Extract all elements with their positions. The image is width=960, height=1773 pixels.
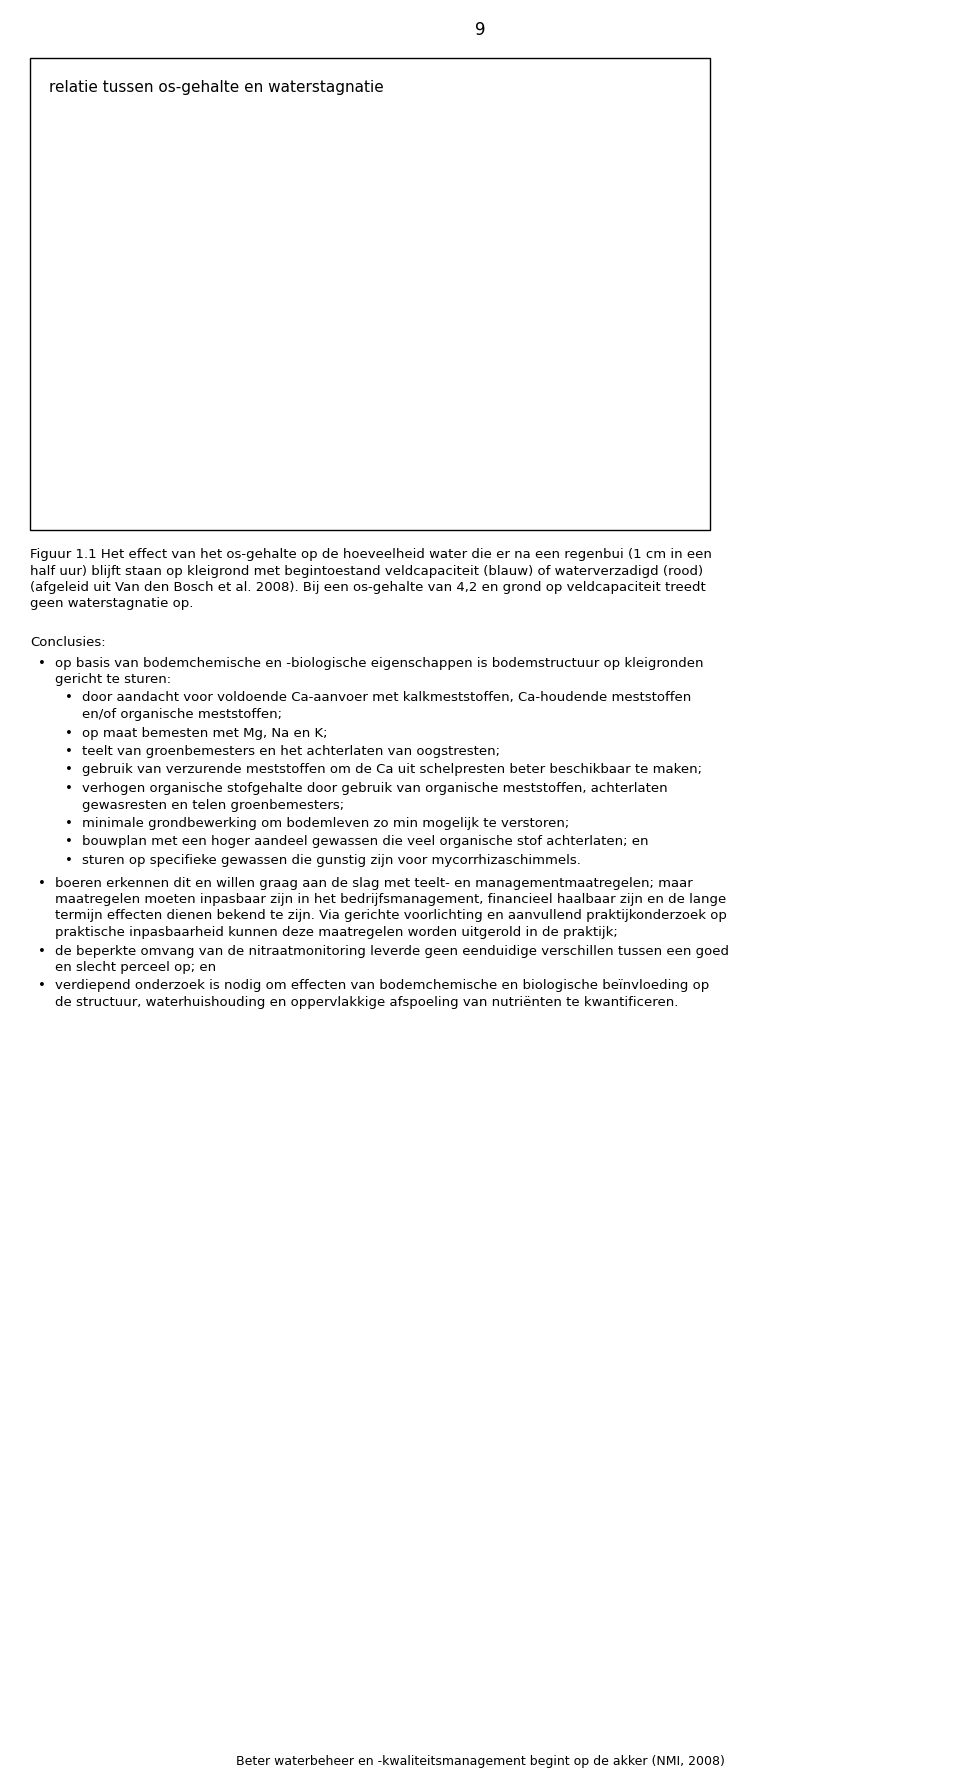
Bar (118, 289, 190, 489)
Text: •: • (65, 764, 73, 777)
Text: en/of organische meststoffen;: en/of organische meststoffen; (82, 707, 282, 722)
Text: en slecht perceel op; en: en slecht perceel op; en (55, 961, 216, 973)
Bar (190, 202, 261, 489)
Text: maatregelen moeten inpasbaar zijn in het bedrijfsmanagement, financieel haalbaar: maatregelen moeten inpasbaar zijn in het… (55, 894, 727, 906)
Text: •: • (65, 782, 73, 794)
Text: op basis van bodemchemische en -biologische eigenschappen is bodemstructuur op k: op basis van bodemchemische en -biologis… (55, 656, 704, 670)
Text: •: • (38, 945, 46, 957)
Text: Figuur 1.1 Het effect van het os-gehalte op de hoeveelheid water die er na een r: Figuur 1.1 Het effect van het os-gehalte… (30, 548, 712, 560)
Text: verhogen organische stofgehalte door gebruik van organische meststoffen, achterl: verhogen organische stofgehalte door geb… (82, 782, 667, 794)
X-axis label: os-gehalte van grond (%): os-gehalte van grond (%) (307, 518, 483, 532)
Text: •: • (38, 876, 46, 890)
Text: geen waterstagnatie op.: geen waterstagnatie op. (30, 598, 193, 610)
Legend: veldcapaciteit, w aterverzadigd: veldcapaciteit, w aterverzadigd (557, 151, 694, 200)
Text: termijn effecten dienen bekend te zijn. Via gerichte voorlichting en aanvullend : termijn effecten dienen bekend te zijn. … (55, 910, 727, 922)
Text: Conclusies:: Conclusies: (30, 637, 106, 649)
Text: relatie tussen os-gehalte en waterstagnatie: relatie tussen os-gehalte en waterstagna… (49, 80, 384, 96)
Text: bouwplan met een hoger aandeel gewassen die veel organische stof achterlaten; en: bouwplan met een hoger aandeel gewassen … (82, 835, 649, 849)
Text: door aandacht voor voldoende Ca-aanvoer met kalkmeststoffen, Ca-houdende meststo: door aandacht voor voldoende Ca-aanvoer … (82, 691, 691, 704)
Text: •: • (65, 691, 73, 704)
Text: praktische inpasbaarheid kunnen deze maatregelen worden uitgerold in de praktijk: praktische inpasbaarheid kunnen deze maa… (55, 926, 617, 940)
Text: •: • (38, 979, 46, 993)
Bar (324, 376, 395, 489)
Text: (afgeleid uit Van den Bosch et al. 2008). Bij een os-gehalte van 4,2 en grond op: (afgeleid uit Van den Bosch et al. 2008)… (30, 582, 706, 594)
Text: de structuur, waterhuishouding en oppervlakkige afspoeling van nutriënten te kwa: de structuur, waterhuishouding en opperv… (55, 996, 679, 1009)
Text: gewasresten en telen groenbemesters;: gewasresten en telen groenbemesters; (82, 798, 344, 812)
Text: •: • (65, 817, 73, 830)
Text: •: • (65, 727, 73, 739)
Text: op maat bemesten met Mg, Na en K;: op maat bemesten met Mg, Na en K; (82, 727, 327, 739)
Text: Beter waterbeheer en -kwaliteitsmanagement begint op de akker (NMI, 2008): Beter waterbeheer en -kwaliteitsmanageme… (235, 1755, 725, 1768)
Text: gebruik van verzurende meststoffen om de Ca uit schelpresten beter beschikbaar t: gebruik van verzurende meststoffen om de… (82, 764, 702, 777)
Text: •: • (38, 656, 46, 670)
Text: 9: 9 (475, 21, 485, 39)
Text: •: • (65, 835, 73, 849)
Y-axis label: waterstagnatie aan oppervlak (cm): waterstagnatie aan oppervlak (cm) (43, 200, 57, 434)
Text: sturen op specifieke gewassen die gunstig zijn voor mycorrhizaschimmels.: sturen op specifieke gewassen die gunsti… (82, 855, 581, 867)
Text: gericht te sturen:: gericht te sturen: (55, 674, 171, 686)
Text: boeren erkennen dit en willen graag aan de slag met teelt- en managementmaatrege: boeren erkennen dit en willen graag aan … (55, 876, 693, 890)
Text: verdiepend onderzoek is nodig om effecten van bodemchemische en biologische beïn: verdiepend onderzoek is nodig om effecte… (55, 979, 709, 993)
Bar (395, 216, 467, 489)
Text: de beperkte omvang van de nitraatmonitoring leverde geen eenduidige verschillen : de beperkte omvang van de nitraatmonitor… (55, 945, 729, 957)
Text: teelt van groenbemesters en het achterlaten van oogstresten;: teelt van groenbemesters en het achterla… (82, 745, 500, 759)
Text: •: • (65, 745, 73, 759)
Text: minimale grondbewerking om bodemleven zo min mogelijk te verstoren;: minimale grondbewerking om bodemleven zo… (82, 817, 569, 830)
Text: •: • (65, 855, 73, 867)
Text: half uur) blijft staan op kleigrond met begintoestand veldcapaciteit (blauw) of : half uur) blijft staan op kleigrond met … (30, 564, 703, 578)
Bar (600, 230, 672, 489)
